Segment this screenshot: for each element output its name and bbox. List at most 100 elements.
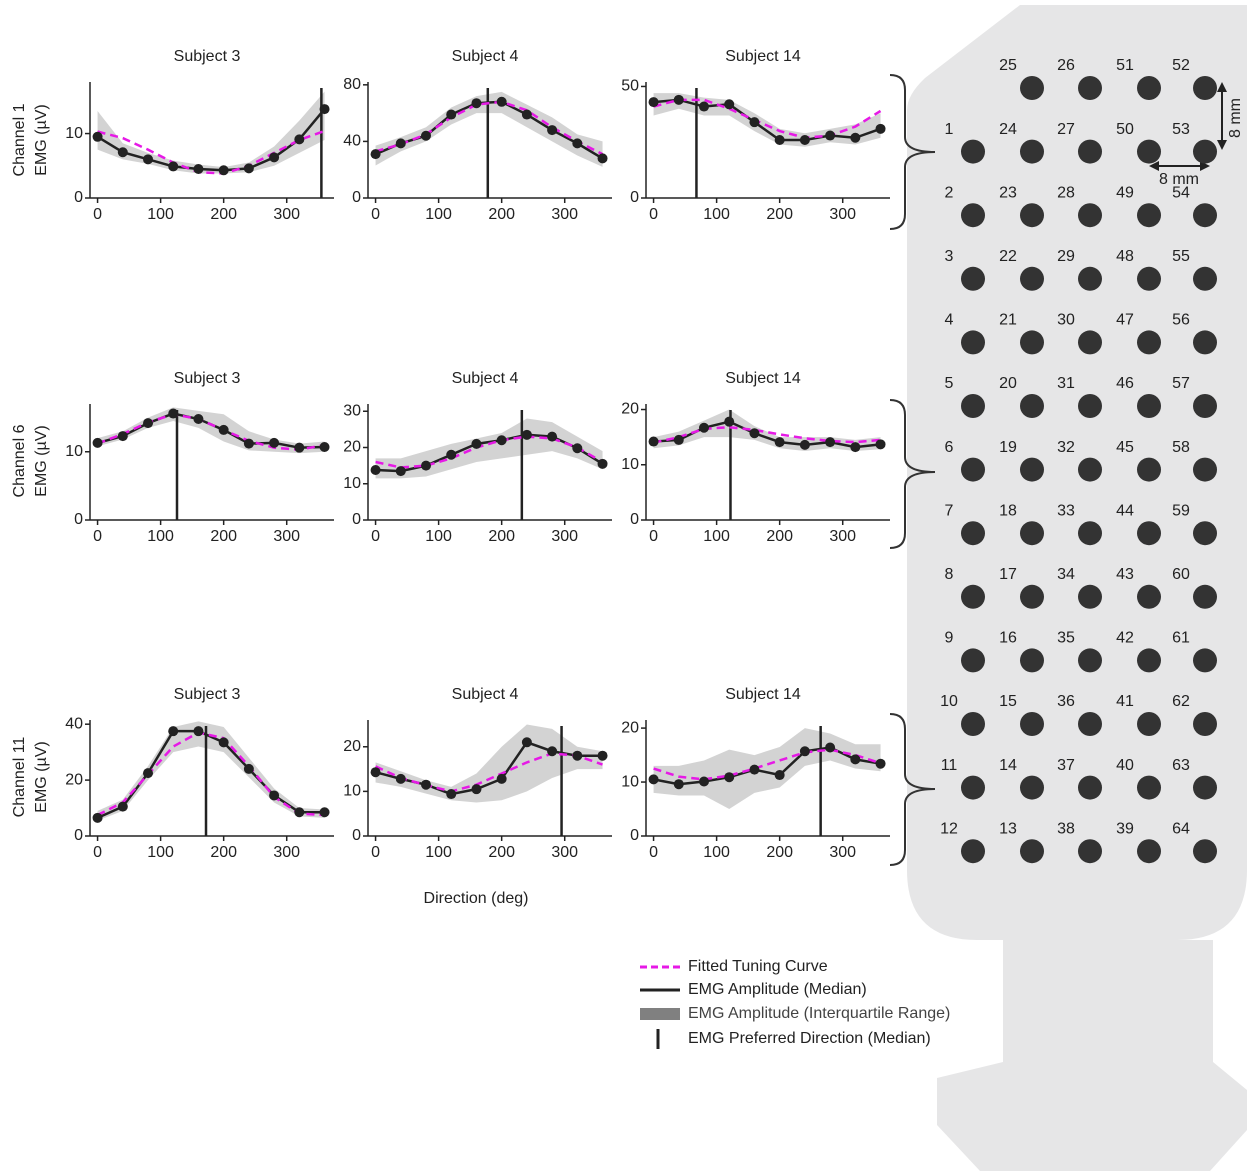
electrode — [1137, 712, 1161, 736]
row-label: Channel 1 — [11, 103, 28, 176]
electrode — [1078, 458, 1102, 482]
electrode — [1020, 776, 1044, 800]
x-tick-label: 300 — [273, 844, 300, 861]
electrode-label: 4 — [945, 312, 954, 329]
x-tick-label: 200 — [210, 844, 237, 861]
row-label: Channel 6 — [11, 424, 28, 497]
x-tick-label: 0 — [649, 528, 658, 545]
median-point — [598, 751, 608, 761]
median-point — [749, 765, 759, 775]
median-point — [522, 430, 532, 440]
median-point — [876, 124, 886, 134]
median-point — [471, 98, 481, 108]
row-label: EMG (µV) — [33, 741, 50, 812]
x-tick-label: 300 — [829, 844, 856, 861]
median-point — [649, 437, 659, 447]
median-point — [825, 743, 835, 753]
median-point — [244, 764, 254, 774]
electrode — [1193, 394, 1217, 418]
electrode-label: 38 — [1057, 820, 1075, 837]
electrode-label: 18 — [999, 502, 1017, 519]
median-point — [396, 466, 406, 476]
y-tick-label: 10 — [621, 773, 639, 790]
electrode — [1020, 521, 1044, 545]
electrode — [1020, 648, 1044, 672]
median-point — [825, 131, 835, 141]
electrode — [1020, 712, 1044, 736]
median-point — [244, 439, 254, 449]
median-point — [168, 161, 178, 171]
median-point — [522, 110, 532, 120]
electrode — [1137, 267, 1161, 291]
electrode-label: 37 — [1057, 757, 1075, 774]
x-tick-label: 300 — [273, 528, 300, 545]
median-point — [724, 772, 734, 782]
electrode-label: 19 — [999, 439, 1017, 456]
median-point — [269, 152, 279, 162]
median-point — [371, 767, 381, 777]
x-tick-label: 200 — [488, 528, 515, 545]
electrode-label: 6 — [945, 439, 954, 456]
median-point — [118, 147, 128, 157]
x-tick-label: 100 — [147, 844, 174, 861]
electrode-label: 29 — [1057, 248, 1075, 265]
electrode — [961, 458, 985, 482]
electrode-label: 16 — [999, 630, 1017, 647]
electrode — [961, 267, 985, 291]
median-point — [497, 774, 507, 784]
electrode-label: 34 — [1057, 566, 1075, 583]
y-tick-label: 0 — [630, 827, 639, 844]
chart-title: Subject 14 — [725, 48, 801, 65]
electrode — [1020, 394, 1044, 418]
median-point — [371, 149, 381, 159]
median-point — [143, 418, 153, 428]
electrode-label: 27 — [1057, 121, 1075, 138]
electrode-label: 24 — [999, 121, 1017, 138]
electrode-label: 26 — [1057, 57, 1075, 74]
chart-title: Subject 3 — [174, 686, 241, 703]
x-tick-label: 0 — [649, 844, 658, 861]
electrode — [1078, 521, 1102, 545]
electrode-label: 44 — [1116, 502, 1134, 519]
median-point — [294, 443, 304, 453]
median-point — [118, 431, 128, 441]
x-tick-label: 200 — [766, 844, 793, 861]
y-tick-label: 0 — [352, 511, 361, 528]
electrode — [1020, 839, 1044, 863]
median-point — [193, 164, 203, 174]
electrode-label: 45 — [1116, 439, 1134, 456]
electrode — [1078, 776, 1102, 800]
electrode-label: 40 — [1116, 757, 1134, 774]
electrode-label: 39 — [1116, 820, 1134, 837]
median-point — [219, 425, 229, 435]
chart-title: Subject 3 — [174, 370, 241, 387]
median-point — [572, 138, 582, 148]
median-point — [674, 95, 684, 105]
y-tick-label: 0 — [630, 189, 639, 206]
median-point — [825, 437, 835, 447]
median-point — [294, 807, 304, 817]
y-tick-label: 30 — [343, 402, 361, 419]
electrode-label: 48 — [1116, 248, 1134, 265]
electrode-label: 12 — [940, 820, 958, 837]
electrode — [1020, 330, 1044, 354]
electrode-label: 52 — [1172, 57, 1190, 74]
electrode-label: 55 — [1172, 248, 1190, 265]
electrode — [1137, 521, 1161, 545]
electrode — [961, 839, 985, 863]
median-point — [93, 132, 103, 142]
x-tick-label: 300 — [829, 206, 856, 223]
electrode — [1137, 839, 1161, 863]
median-point — [547, 432, 557, 442]
electrode — [961, 521, 985, 545]
x-tick-label: 200 — [766, 528, 793, 545]
electrode-label: 8 — [945, 566, 954, 583]
median-point — [320, 104, 330, 114]
median-point — [446, 450, 456, 460]
electrode — [1193, 203, 1217, 227]
median-point — [421, 780, 431, 790]
y-tick-label: 0 — [74, 189, 83, 206]
y-tick-label: 0 — [74, 511, 83, 528]
median-point — [649, 97, 659, 107]
median-point — [572, 443, 582, 453]
